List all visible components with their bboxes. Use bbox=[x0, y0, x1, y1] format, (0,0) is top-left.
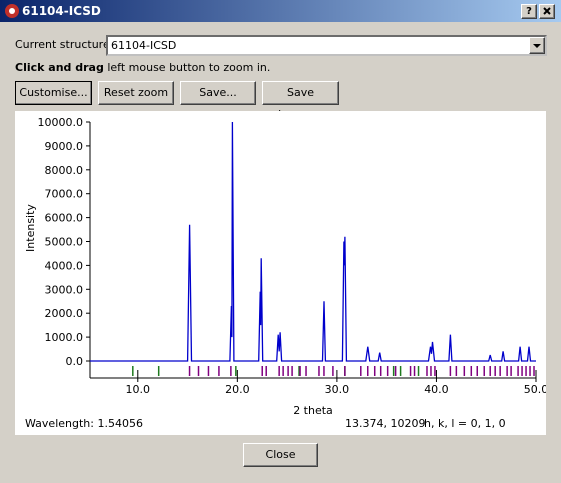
x-tick-label: 40.0 bbox=[424, 383, 449, 396]
title-bar: 61104-ICSD ? bbox=[0, 0, 561, 22]
x-tick-label: 50.0 bbox=[524, 383, 546, 396]
y-tick-label: 6000.0 bbox=[45, 212, 84, 225]
save-button[interactable]: Save... bbox=[180, 81, 256, 105]
hkl: h, k, l = 0, 1, 0 bbox=[424, 417, 506, 430]
structure-value: 61104-ICSD bbox=[111, 39, 177, 52]
pattern-line bbox=[90, 121, 536, 362]
save-image-button[interactable]: Save image... bbox=[262, 81, 339, 121]
y-tick-label: 9000.0 bbox=[45, 140, 84, 153]
structure-label: Current structure: bbox=[15, 38, 114, 51]
wavelength: Wavelength: 1.54056 bbox=[25, 417, 143, 430]
y-tick-label: 5000.0 bbox=[45, 236, 84, 249]
x-tick-label: 20.0 bbox=[225, 383, 250, 396]
x-tick-label: 10.0 bbox=[126, 383, 151, 396]
close-button[interactable]: Close bbox=[243, 443, 318, 467]
chart: 2 theta Intensity Wavelength: 1.54056 13… bbox=[24, 116, 548, 430]
y-tick-label: 10000.0 bbox=[38, 116, 84, 129]
x-axis-label: 2 theta bbox=[293, 404, 333, 417]
app-icon bbox=[5, 4, 19, 18]
y-tick-label: 2000.0 bbox=[45, 307, 84, 320]
close-icon bbox=[543, 7, 551, 15]
structure-select[interactable]: 61104-ICSD bbox=[106, 35, 547, 56]
arrow-icon bbox=[533, 44, 541, 48]
y-tick-label: 1000.0 bbox=[45, 331, 84, 344]
y-tick-label: 8000.0 bbox=[45, 164, 84, 177]
close-window-button[interactable] bbox=[539, 4, 555, 19]
dropdown-arrow[interactable] bbox=[529, 37, 545, 54]
y-tick-label: 3000.0 bbox=[45, 283, 84, 296]
y-axis-label: Intensity bbox=[24, 204, 37, 252]
customise-button[interactable]: Customise... bbox=[15, 81, 92, 105]
hint-rest: left mouse button to zoom in. bbox=[107, 61, 271, 74]
help-button[interactable]: ? bbox=[521, 4, 537, 19]
window-title: 61104-ICSD bbox=[22, 4, 101, 18]
reset-zoom-button[interactable]: Reset zoom bbox=[98, 81, 174, 105]
chart-panel: 2 theta Intensity Wavelength: 1.54056 13… bbox=[15, 111, 548, 435]
y-tick-label: 4000.0 bbox=[45, 259, 84, 272]
x-tick-label: 30.0 bbox=[325, 383, 350, 396]
y-tick-label: 0.0 bbox=[66, 355, 84, 368]
hint: Click and drag left mouse button to zoom… bbox=[15, 61, 270, 74]
cursor-position: 13.374, 10209 bbox=[345, 417, 425, 430]
y-tick-label: 7000.0 bbox=[45, 188, 84, 201]
hint-bold: Click and drag bbox=[15, 61, 104, 74]
